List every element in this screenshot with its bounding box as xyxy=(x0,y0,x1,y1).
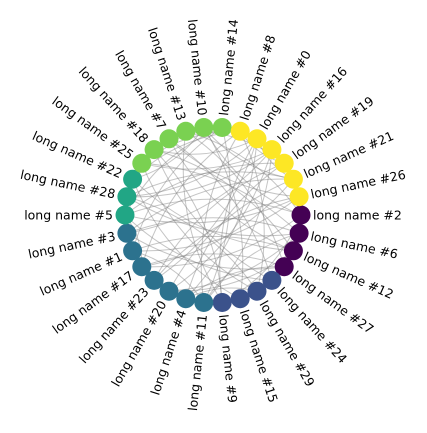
node-16 xyxy=(262,140,282,160)
edge-4-0 xyxy=(185,138,258,300)
edge-12-22 xyxy=(132,178,294,252)
edge-2-10 xyxy=(203,127,302,216)
edge-27-13 xyxy=(185,130,285,267)
edge-10-21 xyxy=(203,127,294,180)
edge-17-8 xyxy=(141,130,241,267)
node-5 xyxy=(115,205,135,225)
node-label-2: long name #2 xyxy=(313,208,402,223)
node-label-14: long name #14 xyxy=(216,18,241,116)
node-19 xyxy=(274,153,294,173)
edge-23-26 xyxy=(153,196,300,281)
edge-28-21 xyxy=(126,171,294,198)
edge-5-19 xyxy=(124,162,285,216)
node-20 xyxy=(159,281,179,301)
edge-23-19 xyxy=(153,162,285,281)
edge-24-5 xyxy=(124,214,272,281)
node-10 xyxy=(194,118,214,137)
node-25 xyxy=(132,153,152,173)
edge-12-1 xyxy=(132,235,294,252)
node-26 xyxy=(289,187,309,207)
edge-20-16 xyxy=(168,149,273,292)
node-24 xyxy=(262,270,282,290)
edge-6-11 xyxy=(203,232,300,303)
edge-15-10 xyxy=(203,127,244,299)
edge-9-0 xyxy=(219,138,258,303)
node-6 xyxy=(289,223,309,243)
node-label-5: long name #5 xyxy=(24,208,113,223)
edge-28-0 xyxy=(126,138,258,198)
edge-1-14 xyxy=(132,127,223,251)
edge-29-25 xyxy=(141,163,258,292)
node-22 xyxy=(123,169,143,189)
edge-27-4 xyxy=(185,266,285,300)
edge-6-25 xyxy=(141,162,300,234)
edge-18-0 xyxy=(153,138,258,155)
edge-27-17 xyxy=(141,253,285,268)
edge-11-14 xyxy=(203,127,231,303)
node-11 xyxy=(194,293,214,312)
nodes-layer xyxy=(115,118,311,312)
edge-11-16 xyxy=(203,149,273,303)
node-12 xyxy=(283,241,303,261)
node-15 xyxy=(230,289,250,309)
edge-2-17 xyxy=(141,214,302,268)
edge-24-7 xyxy=(168,138,273,281)
edge-27-3 xyxy=(126,232,285,270)
node-4 xyxy=(176,289,196,309)
node-27 xyxy=(274,257,294,277)
node-18 xyxy=(144,140,164,160)
node-29 xyxy=(247,281,267,301)
node-28 xyxy=(117,187,137,207)
edge-29-8 xyxy=(239,131,265,292)
edge-29-28 xyxy=(126,196,258,292)
edge-11-8 xyxy=(200,131,241,303)
edge-5-26 xyxy=(124,196,300,224)
edge-4-19 xyxy=(185,162,285,299)
node-0 xyxy=(247,129,267,149)
edge-3-16 xyxy=(126,149,273,234)
node-17 xyxy=(132,257,152,277)
node-21 xyxy=(283,169,303,189)
edge-20-21 xyxy=(168,178,294,292)
edge-6-28 xyxy=(126,196,300,237)
node-3 xyxy=(117,223,137,243)
node-9 xyxy=(212,293,232,312)
edge-17-21 xyxy=(141,178,294,268)
node-14 xyxy=(212,118,232,137)
edge-6-3 xyxy=(126,217,300,234)
edge-12-7 xyxy=(168,138,294,252)
node-2 xyxy=(291,205,311,225)
edge-24-18 xyxy=(153,149,273,281)
node-23 xyxy=(144,270,164,290)
edge-7-26 xyxy=(168,138,300,198)
node-8 xyxy=(230,121,250,141)
node-label-11: long name #11 xyxy=(185,314,210,412)
edge-15-22 xyxy=(132,179,241,300)
edge-23-0 xyxy=(153,138,258,281)
edge-1-26 xyxy=(132,196,300,252)
node-label-9: long name #9 xyxy=(216,314,240,404)
edge-28-16 xyxy=(126,149,273,198)
node-13 xyxy=(176,121,196,141)
edge-2-5 xyxy=(124,198,302,216)
edge-9-18 xyxy=(153,149,223,303)
edge-25-16 xyxy=(141,149,273,170)
node-7 xyxy=(159,129,179,149)
node-label-10: long name #10 xyxy=(185,18,210,116)
node-1 xyxy=(123,241,143,261)
edge-9-13 xyxy=(182,131,223,303)
edge-3-21 xyxy=(126,178,294,234)
edge-12-18 xyxy=(153,149,294,252)
